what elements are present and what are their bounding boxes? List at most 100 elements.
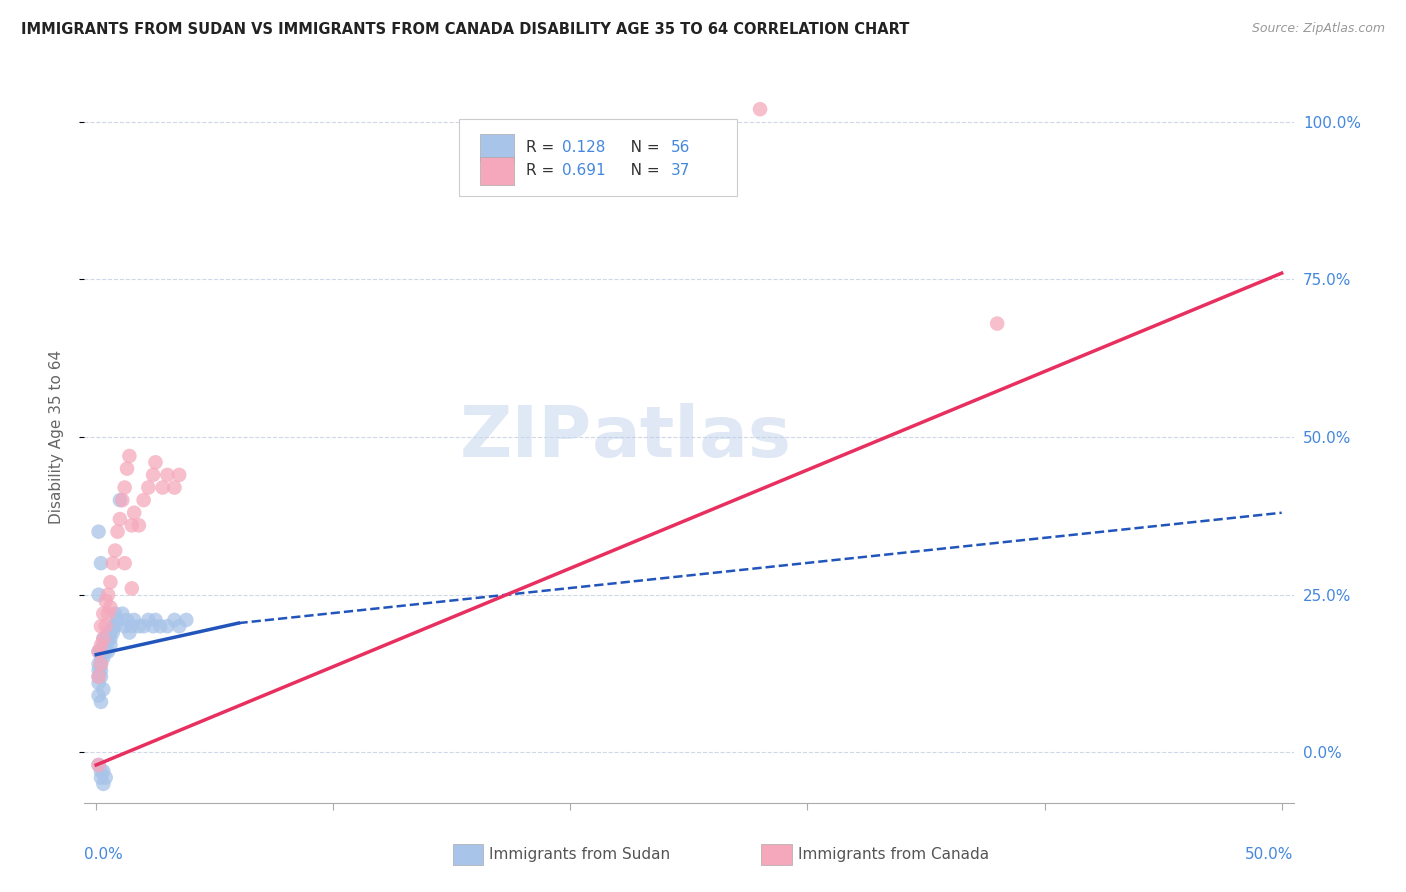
Point: [87, 689, 110, 703]
Point: [90, 619, 112, 633]
Point: [101, 556, 124, 570]
Point: [90, 764, 112, 779]
Bar: [479, 134, 513, 161]
Point: [104, 607, 127, 621]
Point: [176, 613, 198, 627]
Point: [94, 638, 117, 652]
Point: [90, 695, 112, 709]
Point: [138, 613, 160, 627]
Point: [118, 625, 141, 640]
Point: [90, 670, 112, 684]
Point: [91, 638, 114, 652]
Point: [114, 619, 136, 633]
Text: 37: 37: [671, 163, 690, 178]
Point: [97, 588, 120, 602]
Point: [142, 619, 165, 633]
Point: [87, 657, 110, 671]
Point: [108, 512, 131, 526]
Point: [132, 619, 155, 633]
Text: Immigrants from Sudan: Immigrants from Sudan: [489, 847, 671, 863]
Point: [90, 556, 112, 570]
Y-axis label: Disability Age 35 to 64: Disability Age 35 to 64: [49, 350, 63, 524]
Point: [100, 600, 122, 615]
Point: [87, 758, 110, 772]
Point: [87, 670, 110, 684]
Bar: [479, 157, 513, 185]
Point: [87, 664, 110, 678]
Point: [90, 638, 112, 652]
Point: [145, 455, 167, 469]
Point: [107, 524, 129, 539]
Point: [100, 625, 122, 640]
Bar: [762, 845, 792, 865]
Point: [91, 644, 114, 658]
Text: 50.0%: 50.0%: [1246, 847, 1294, 862]
Point: [90, 650, 112, 665]
Point: [91, 682, 114, 697]
Point: [87, 758, 110, 772]
Point: [91, 632, 114, 646]
Point: [90, 644, 112, 658]
Point: [90, 657, 112, 671]
Point: [87, 644, 110, 658]
Point: [101, 625, 124, 640]
Point: [986, 317, 1008, 331]
Point: [167, 619, 190, 633]
Text: IMMIGRANTS FROM SUDAN VS IMMIGRANTS FROM CANADA DISABILITY AGE 35 TO 64 CORRELAT: IMMIGRANTS FROM SUDAN VS IMMIGRANTS FROM…: [21, 22, 910, 37]
Point: [90, 657, 112, 671]
Point: [90, 664, 112, 678]
Point: [108, 493, 131, 508]
Text: N =: N =: [616, 140, 665, 155]
Point: [156, 467, 179, 482]
Text: 0.128: 0.128: [562, 140, 606, 155]
Text: 0.0%: 0.0%: [84, 847, 124, 862]
Point: [90, 771, 112, 785]
Point: [100, 632, 122, 646]
Point: [138, 481, 160, 495]
Text: Immigrants from Canada: Immigrants from Canada: [797, 847, 988, 863]
Point: [132, 493, 155, 508]
Point: [156, 619, 179, 633]
Point: [94, 632, 117, 646]
Point: [149, 619, 172, 633]
Text: Source: ZipAtlas.com: Source: ZipAtlas.com: [1251, 22, 1385, 36]
Text: R =: R =: [526, 140, 558, 155]
Point: [87, 676, 110, 690]
Text: ZIP: ZIP: [460, 402, 592, 472]
Point: [101, 619, 124, 633]
Text: R =: R =: [526, 163, 558, 178]
Point: [94, 771, 117, 785]
Point: [118, 449, 141, 463]
Point: [91, 650, 114, 665]
Text: N =: N =: [616, 163, 665, 178]
Point: [104, 619, 127, 633]
Point: [91, 632, 114, 646]
Point: [107, 613, 129, 627]
Point: [142, 467, 165, 482]
Point: [152, 481, 174, 495]
Text: atlas: atlas: [592, 402, 792, 472]
Point: [97, 644, 120, 658]
Bar: [453, 845, 484, 865]
Point: [94, 644, 117, 658]
Text: 56: 56: [671, 140, 690, 155]
Point: [114, 556, 136, 570]
Point: [111, 493, 134, 508]
Point: [94, 594, 117, 608]
Point: [122, 506, 145, 520]
Point: [87, 644, 110, 658]
FancyBboxPatch shape: [460, 119, 737, 195]
Point: [749, 102, 772, 116]
Point: [87, 670, 110, 684]
Point: [104, 543, 127, 558]
Point: [97, 632, 120, 646]
Point: [97, 625, 120, 640]
Point: [87, 588, 110, 602]
Point: [122, 613, 145, 627]
Point: [121, 518, 143, 533]
Point: [87, 524, 110, 539]
Point: [121, 619, 143, 633]
Point: [145, 613, 167, 627]
Point: [97, 607, 120, 621]
Point: [91, 607, 114, 621]
